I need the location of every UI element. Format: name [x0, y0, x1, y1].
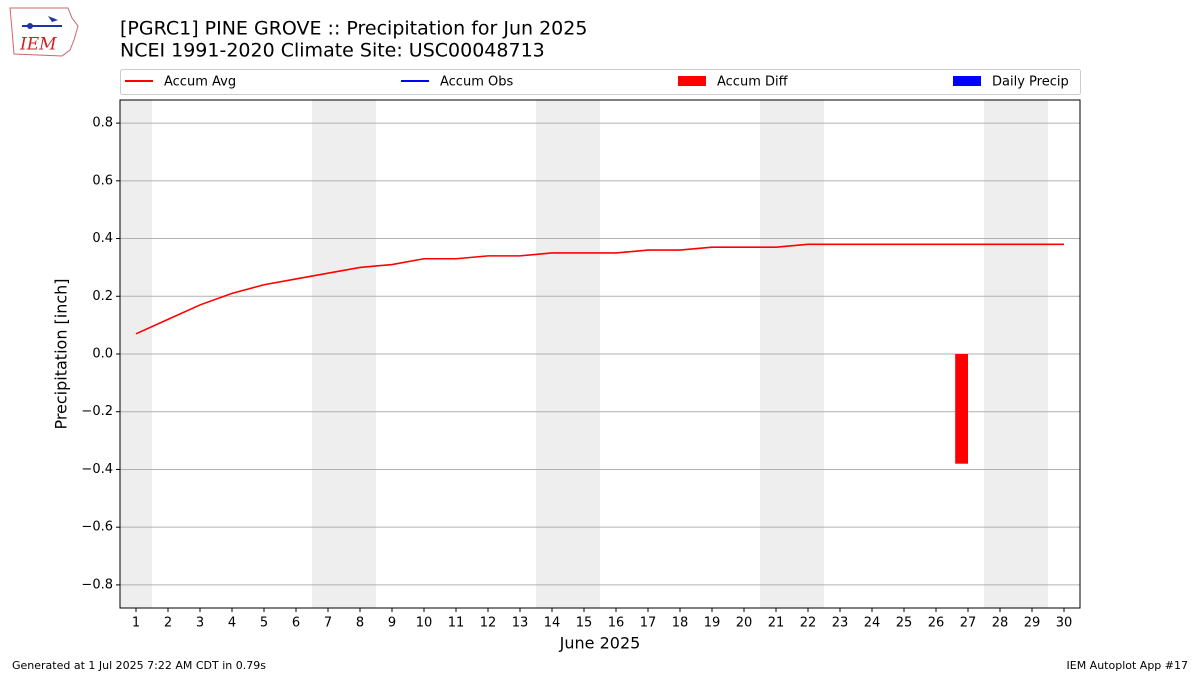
- legend-label: Accum Diff: [717, 75, 789, 90]
- x-tick-label: 14: [544, 616, 561, 631]
- x-tick-label: 9: [388, 616, 396, 631]
- bar: [955, 354, 968, 464]
- x-tick-label: 15: [576, 616, 593, 631]
- logo-text: IEM: [19, 35, 57, 55]
- x-tick-label: 6: [292, 616, 300, 631]
- footer-right: IEM Autoplot App #17: [1067, 659, 1189, 672]
- y-tick-label: −0.2: [81, 404, 113, 419]
- x-tick-label: 12: [480, 616, 497, 631]
- y-tick-label: 0.2: [92, 289, 113, 304]
- legend-label: Accum Obs: [440, 75, 513, 90]
- y-axis-label: Precipitation [inch]: [52, 278, 71, 429]
- y-tick-label: 0.8: [92, 116, 113, 131]
- x-tick-label: 21: [768, 616, 785, 631]
- x-tick-label: 29: [1024, 616, 1041, 631]
- footer-left: Generated at 1 Jul 2025 7:22 AM CDT in 0…: [12, 659, 266, 672]
- x-tick-label: 27: [960, 616, 977, 631]
- x-tick-label: 8: [356, 616, 364, 631]
- x-tick-label: 5: [260, 616, 268, 631]
- x-tick-label: 28: [992, 616, 1009, 631]
- x-tick-label: 17: [640, 616, 657, 631]
- x-axis-label: June 2025: [559, 634, 641, 653]
- x-tick-label: 3: [196, 616, 204, 631]
- x-tick-label: 4: [228, 616, 236, 631]
- chart-title: [PGRC1] PINE GROVE :: Precipitation for …: [120, 18, 587, 40]
- x-tick-label: 13: [512, 616, 529, 631]
- x-tick-label: 20: [736, 616, 753, 631]
- y-tick-label: 0.0: [92, 347, 113, 362]
- x-tick-label: 24: [864, 616, 881, 631]
- x-tick-label: 7: [324, 616, 332, 631]
- x-tick-label: 18: [672, 616, 689, 631]
- legend-box: [120, 69, 1081, 95]
- legend-swatch: [678, 76, 706, 86]
- y-tick-label: −0.6: [81, 520, 113, 535]
- x-tick-label: 16: [608, 616, 625, 631]
- y-tick-label: −0.8: [81, 577, 113, 592]
- x-tick-label: 10: [416, 616, 433, 631]
- plot-frame: [119, 99, 1081, 609]
- x-tick-label: 22: [800, 616, 817, 631]
- x-tick-label: 30: [1056, 616, 1073, 631]
- y-tick-label: 0.4: [92, 231, 113, 246]
- legend-label: Daily Precip: [992, 75, 1069, 90]
- x-tick-label: 23: [832, 616, 849, 631]
- y-tick-label: 0.6: [92, 173, 113, 188]
- line: [135, 243, 1064, 335]
- x-tick-label: 2: [164, 616, 172, 631]
- x-tick-label: 19: [704, 616, 721, 631]
- y-tick-label: −0.4: [81, 462, 113, 477]
- x-tick-label: 26: [928, 616, 945, 631]
- x-tick-label: 25: [896, 616, 913, 631]
- legend-swatch: [953, 76, 981, 86]
- logo: IEM: [9, 7, 79, 57]
- x-tick-label: 1: [132, 616, 140, 631]
- x-tick-label: 11: [448, 616, 465, 631]
- chart-subtitle: NCEI 1991-2020 Climate Site: USC00048713: [120, 40, 545, 62]
- legend-label: Accum Avg: [164, 75, 236, 90]
